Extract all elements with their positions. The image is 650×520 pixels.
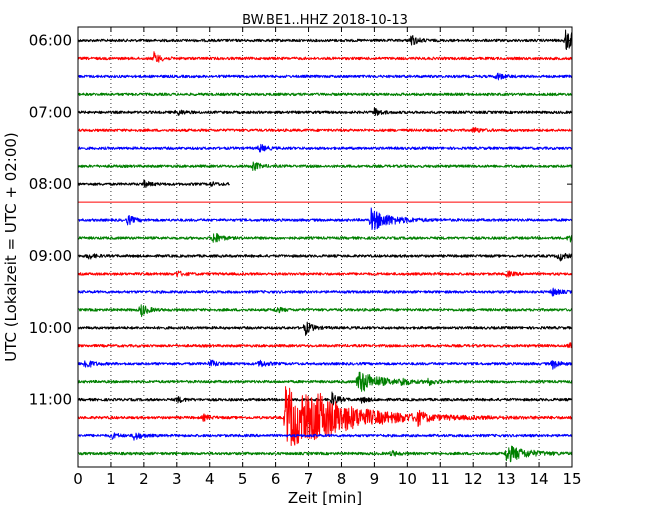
trace-line [77, 270, 573, 278]
trace-line [77, 359, 573, 370]
x-tick-label: 8 [337, 470, 347, 488]
x-tick-label: 0 [73, 470, 83, 488]
x-tick-label: 10 [398, 470, 417, 488]
trace-line [77, 126, 573, 133]
y-tick-label: 08:00 [29, 175, 72, 193]
trace-line [77, 391, 573, 406]
y-tick-label: 09:00 [29, 247, 72, 265]
x-tick-label: 11 [431, 470, 450, 488]
trace-line [77, 179, 230, 188]
x-tick-label: 9 [370, 470, 380, 488]
trace-line [77, 287, 573, 297]
x-tick-label: 7 [304, 470, 314, 488]
x-tick-label: 4 [205, 470, 215, 488]
trace-line [77, 107, 573, 116]
trace-line [77, 321, 573, 336]
trace-line [77, 207, 573, 231]
trace-line [77, 342, 573, 349]
trace-line [77, 51, 573, 63]
x-tick-label: 13 [497, 470, 516, 488]
x-tick-label: 15 [562, 470, 581, 488]
y-tick-label: 11:00 [29, 391, 72, 409]
trace-line [77, 161, 573, 171]
x-axis-label: Zeit [min] [288, 489, 362, 507]
trace-line [77, 252, 573, 262]
seismogram-traces [77, 29, 573, 463]
y-axis-label: UTC (Lokalzeit = UTC + 02:00) [2, 132, 20, 362]
trace-line [77, 232, 573, 243]
x-tick-label: 2 [139, 470, 149, 488]
x-tick-label: 6 [271, 470, 281, 488]
trace-line [77, 72, 573, 81]
y-tick-label: 06:00 [29, 31, 72, 49]
trace-line [77, 432, 573, 441]
x-tick-label: 1 [106, 470, 116, 488]
x-axis: 0 1 2 3 4 5 6 7 8 9 10 11 12 13 14 15 [73, 27, 582, 488]
x-tick-label: 14 [530, 470, 549, 488]
y-tick-label: 07:00 [29, 103, 72, 121]
x-tick-label: 5 [238, 470, 248, 488]
trace-line [77, 304, 573, 318]
trace-line [77, 386, 573, 447]
grid-lines [110, 27, 540, 467]
plot-frame [77, 26, 573, 468]
trace-line [77, 143, 573, 153]
trace-line [77, 92, 573, 97]
x-tick-label: 12 [464, 470, 483, 488]
x-tick-label: 3 [172, 470, 182, 488]
y-tick-label: 10:00 [29, 319, 72, 337]
y-axis: 06:00 07:00 08:00 09:00 10:00 11:00 [29, 31, 572, 409]
trace-line [77, 29, 573, 51]
trace-line [77, 371, 573, 392]
chart-title: BW.BE1..HHZ 2018-10-13 [242, 13, 408, 28]
trace-line [77, 445, 573, 463]
